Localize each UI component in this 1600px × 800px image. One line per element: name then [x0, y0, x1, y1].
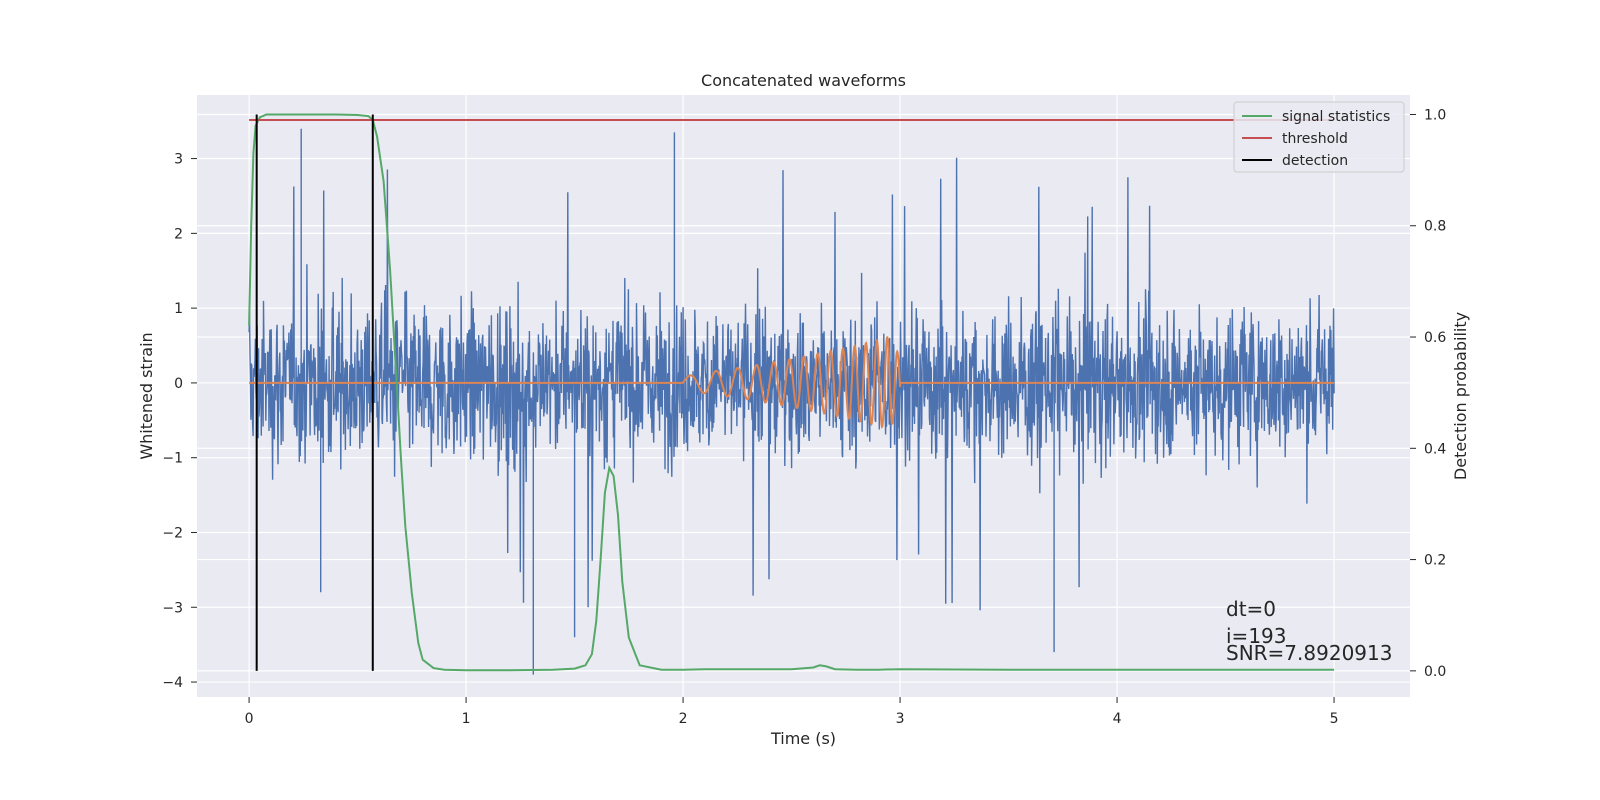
y-tick-label: 0	[174, 376, 183, 392]
x-tick-label: 2	[679, 711, 688, 727]
y-right-tick-label: 0.6	[1424, 330, 1446, 346]
legend-entry-signal-statistics: signal statistics	[1282, 109, 1390, 125]
strain-series	[248, 128, 1335, 675]
y-tick-label: 2	[174, 226, 183, 242]
legend-entry-detection: detection	[1282, 153, 1348, 169]
annotation-snr: SNR=7.8920913	[1226, 641, 1392, 665]
chart-title: Concatenated waveforms	[701, 71, 906, 90]
y-tick-label: −4	[162, 675, 183, 691]
detection-series	[255, 114, 374, 671]
signal-statistics-series	[248, 113, 1335, 672]
template-line	[249, 335, 1335, 429]
y-tick-label: −2	[162, 525, 183, 541]
annotation-index: i=193	[1226, 624, 1287, 648]
legend: signal statistics threshold detection	[1233, 101, 1405, 173]
x-tick-label: 3	[896, 711, 905, 727]
strain-line	[248, 128, 1335, 675]
x-tick-label: 1	[462, 711, 471, 727]
y-tick-label: 1	[174, 301, 183, 317]
y-right-tick-label: 0.2	[1424, 553, 1446, 569]
y-right-tick-label: 0.4	[1424, 441, 1446, 457]
y-right-tick-label: 0.0	[1424, 664, 1446, 680]
signal-statistics-line	[248, 113, 1335, 672]
template-series	[249, 335, 1335, 429]
y-tick-label: −3	[162, 600, 183, 616]
annotation-dt: dt=0	[1226, 597, 1276, 621]
x-tick-label: 4	[1113, 711, 1122, 727]
axes: 0 1 2 3 4 5 −4 −3 −2 −1 0 1 2 3 0.0 0.2 0.4 0.6 0.8 1.0	[162, 107, 1446, 727]
y-right-tick-label: 1.0	[1424, 107, 1446, 123]
y-axis-label: Whitened strain	[137, 332, 156, 459]
legend-entry-threshold: threshold	[1282, 131, 1348, 147]
y-axis-label-right: Detection probability	[1451, 312, 1470, 480]
y-tick-label: −1	[162, 451, 183, 467]
x-tick-label: 0	[245, 711, 254, 727]
x-tick-label: 5	[1330, 711, 1339, 727]
y-tick-label: 3	[174, 152, 183, 168]
x-axis-label: Time (s)	[770, 729, 836, 748]
legend-box	[1233, 101, 1405, 173]
y-right-tick-label: 0.8	[1424, 219, 1446, 235]
